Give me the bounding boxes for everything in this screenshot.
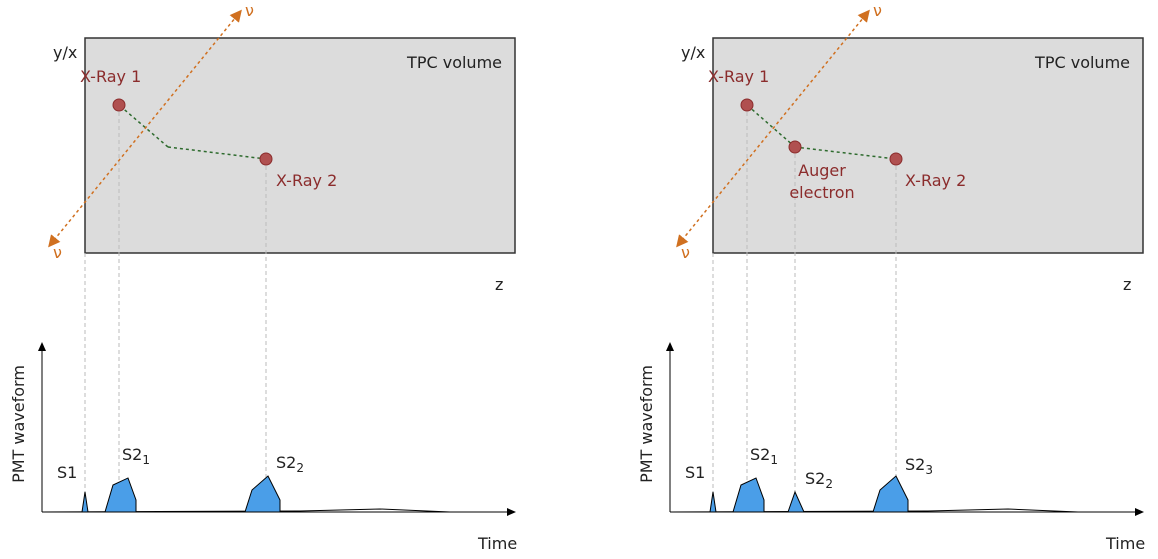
- z-label: z: [495, 275, 503, 294]
- waveform-peak: [787, 490, 805, 513]
- axis-label: y/x: [681, 43, 705, 62]
- peak-label: S1: [57, 463, 77, 482]
- volume-label: TPC volume: [406, 53, 502, 72]
- peak-subscript: 1: [770, 453, 778, 467]
- peak-name: S2: [805, 469, 825, 488]
- peak-label: S21: [122, 445, 150, 467]
- peak-name: S2: [122, 445, 142, 464]
- peak-subscript: 3: [925, 463, 933, 477]
- peak-subscript: 1: [142, 453, 150, 467]
- peak-name: S1: [57, 463, 77, 482]
- axis-label: y/x: [53, 43, 77, 62]
- auger-label: electron: [789, 183, 854, 202]
- waveform-label: PMT waveform: [637, 365, 656, 483]
- peak-name: S1: [685, 463, 705, 482]
- volume-label: TPC volume: [1034, 53, 1130, 72]
- peak-label: S1: [685, 463, 705, 482]
- waveform-label: PMT waveform: [9, 365, 28, 483]
- neutrino-label: ν: [245, 1, 254, 20]
- neutrino-track: [676, 9, 870, 248]
- waveform-peak: [104, 477, 137, 513]
- interaction-point: [112, 98, 126, 112]
- peak-name: S2: [750, 445, 770, 464]
- peak-label: S21: [750, 445, 778, 467]
- xray-label: X-Ray 2: [276, 171, 337, 190]
- waveform-peak: [732, 477, 765, 513]
- peak-label: S22: [805, 469, 833, 491]
- peak-label: S22: [276, 453, 304, 475]
- peak-name: S2: [276, 453, 296, 472]
- auger-label: Auger: [798, 161, 846, 180]
- peak-name: S2: [905, 455, 925, 474]
- waveform-peak: [81, 491, 89, 513]
- interaction-point: [788, 140, 802, 154]
- interaction-point: [889, 152, 903, 166]
- xray-label: X-Ray 1: [708, 67, 769, 86]
- waveform-baseline: [41, 508, 451, 513]
- interaction-point: [740, 98, 754, 112]
- neutrino-label: ν: [53, 243, 62, 262]
- time-label: Time: [1105, 534, 1145, 553]
- xray-label: X-Ray 2: [905, 171, 966, 190]
- z-label: z: [1123, 275, 1131, 294]
- xray-label: X-Ray 1: [80, 67, 141, 86]
- peak-label: S23: [905, 455, 933, 477]
- peak-subscript: 2: [825, 477, 833, 491]
- neutrino-track: [48, 9, 242, 248]
- waveform-peak: [872, 475, 909, 513]
- neutrino-label: ν: [873, 1, 882, 20]
- neutrino-label: ν: [681, 243, 690, 262]
- waveform-peak: [244, 475, 281, 513]
- interaction-point: [259, 152, 273, 166]
- time-label: Time: [477, 534, 517, 553]
- peak-subscript: 2: [296, 461, 304, 475]
- waveform-peak: [709, 491, 717, 513]
